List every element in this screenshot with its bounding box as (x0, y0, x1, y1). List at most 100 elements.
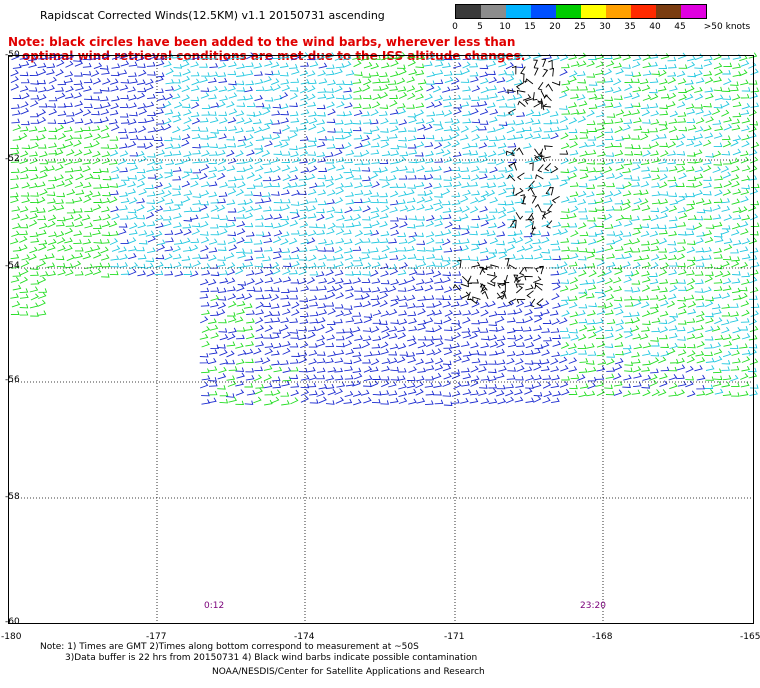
wind-barb (398, 383, 407, 390)
wind-barb (669, 262, 678, 267)
wind-barb (361, 278, 371, 284)
wind-barb (289, 329, 299, 334)
wind-barb (92, 268, 102, 276)
wind-barb (272, 253, 282, 260)
wind-barb (361, 341, 371, 349)
wind-barb (658, 64, 668, 69)
wind-barb (433, 101, 443, 108)
wind-barb (227, 70, 237, 76)
wind-barb (426, 309, 436, 317)
wind-barb (694, 222, 703, 230)
wind-barb (651, 191, 661, 197)
wind-barb (165, 159, 175, 166)
wind-barb (550, 382, 560, 389)
wind-barb (505, 62, 514, 70)
wind-barb (434, 69, 444, 76)
wind-barb (390, 216, 399, 222)
wind-barb (84, 173, 94, 181)
wind-barb (325, 326, 334, 334)
wind-barb (345, 191, 354, 198)
wind-barb (470, 223, 479, 228)
wind-barb (694, 126, 704, 133)
wind-barb (568, 76, 577, 83)
wind-barb (613, 102, 622, 109)
wind-barb (280, 62, 289, 68)
wind-barb (389, 268, 399, 276)
wind-barb (471, 118, 481, 124)
wind-barb (542, 381, 552, 389)
wind-barb (578, 100, 588, 107)
wind-barb (534, 203, 542, 212)
wind-barb (614, 236, 623, 244)
wind-barb (219, 228, 228, 235)
wind-barb (164, 53, 174, 59)
wind-barb (237, 141, 247, 147)
wind-barb (507, 94, 516, 101)
wind-barb (379, 104, 389, 110)
wind-barb (390, 190, 399, 198)
wind-barb (291, 260, 300, 268)
wind-barb (111, 213, 120, 220)
wind-barb (30, 119, 40, 124)
wind-barb (614, 230, 624, 237)
wind-barb (20, 150, 29, 158)
wind-barb (280, 71, 289, 77)
wind-barb (298, 356, 308, 364)
wind-barb (255, 214, 264, 221)
wind-barb (65, 60, 74, 68)
wind-barb (570, 334, 580, 341)
wind-barb (686, 182, 695, 188)
wind-barb (480, 284, 486, 293)
wind-barb (462, 86, 471, 92)
wind-barb (740, 93, 750, 99)
wind-barb (417, 341, 427, 349)
wind-barb (190, 270, 199, 277)
wind-barb (677, 133, 686, 141)
wind-barb (147, 153, 156, 158)
wind-barb (687, 350, 696, 358)
wind-barb (479, 266, 484, 275)
wind-barb (371, 398, 381, 404)
wind-barb (83, 142, 93, 149)
wind-barb (550, 132, 559, 140)
wind-barb (309, 390, 318, 396)
wind-barb (686, 225, 695, 230)
wind-barb (218, 143, 227, 149)
wind-barb (750, 261, 760, 268)
wind-barb (253, 110, 263, 117)
wind-barb (65, 221, 75, 227)
wind-barb (127, 237, 137, 244)
wind-barb (244, 348, 254, 355)
wind-barb (424, 189, 433, 197)
wind-barb (380, 375, 390, 381)
wind-barb (442, 271, 452, 277)
wind-barb (163, 118, 172, 125)
wind-barb (181, 94, 190, 102)
wind-barb (201, 368, 210, 374)
wind-barb (741, 125, 750, 132)
wind-barb (460, 245, 469, 252)
wind-barb (245, 126, 255, 132)
wind-barb (369, 366, 379, 372)
wind-barb (64, 263, 73, 269)
wind-barb (560, 132, 569, 140)
wind-barb (460, 397, 469, 404)
wind-barb (334, 85, 343, 93)
wind-barb (156, 103, 166, 109)
wind-barb (236, 221, 246, 228)
wind-barb (147, 127, 157, 133)
wind-barb (145, 262, 154, 270)
wind-barb (354, 335, 363, 341)
wind-barb (399, 302, 408, 307)
wind-barb (325, 213, 334, 220)
wind-barb (704, 87, 714, 93)
wind-barb (218, 77, 228, 84)
wind-barb (432, 372, 442, 380)
wind-barb (722, 95, 732, 100)
wind-barb (586, 279, 596, 285)
wind-barb (514, 63, 524, 69)
wind-barb (624, 247, 633, 254)
wind-barb (749, 325, 759, 333)
wind-barb (623, 239, 633, 246)
wind-barb (676, 166, 686, 173)
